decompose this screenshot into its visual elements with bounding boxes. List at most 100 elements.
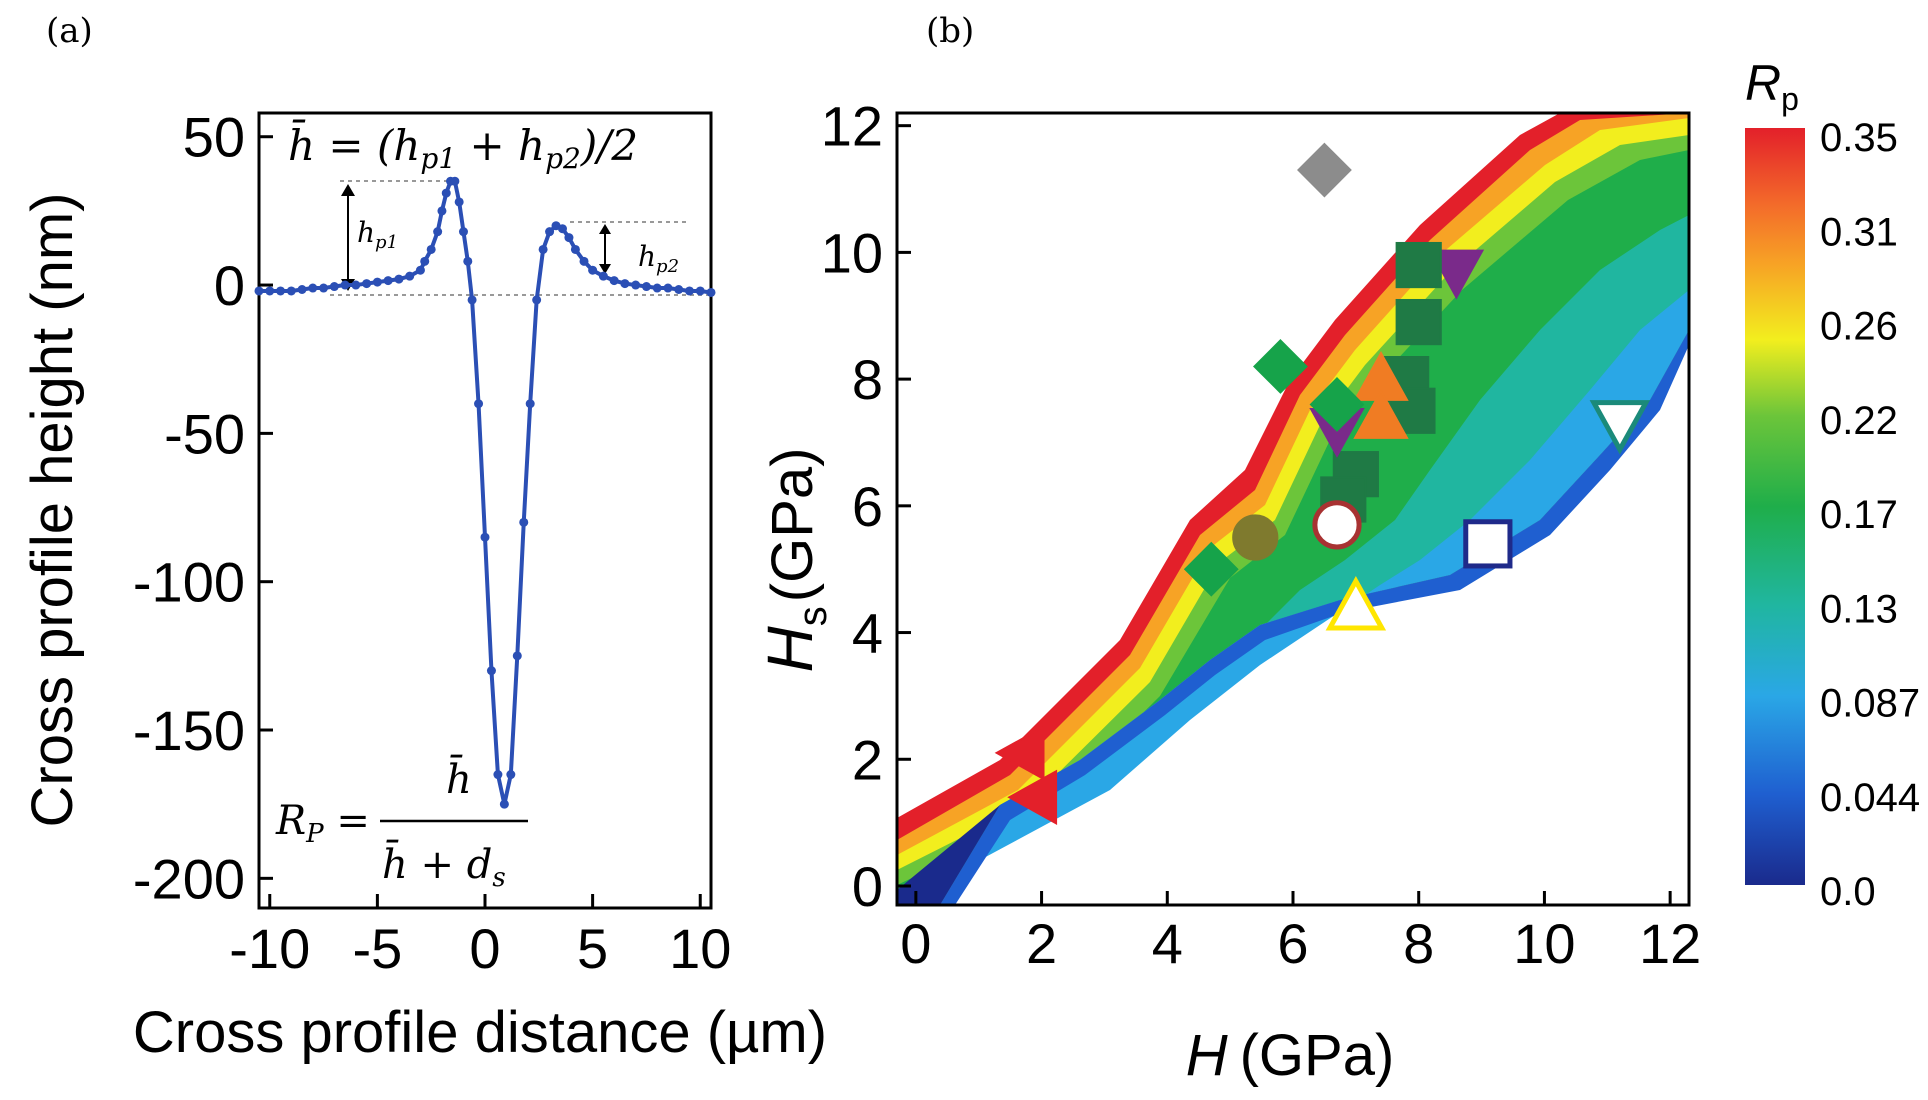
profile-point bbox=[329, 282, 339, 292]
profile-point bbox=[405, 271, 415, 281]
colorbar-tick-label: 0.31 bbox=[1820, 210, 1898, 254]
profile-point bbox=[695, 286, 705, 296]
profile-point bbox=[620, 279, 630, 289]
profile-point bbox=[254, 286, 264, 296]
rp-numerator: h̄ bbox=[446, 754, 472, 803]
profile-point bbox=[674, 285, 684, 295]
y-tick-label-a: -50 bbox=[164, 402, 245, 465]
y-tick-label-b: 2 bbox=[852, 728, 883, 791]
x-tick-label-a: -10 bbox=[229, 917, 310, 980]
marker-triangle-down bbox=[1428, 249, 1485, 300]
panel-b: 0 2 4 6 8 10 12 0 2 4 6 8 10 12 H (GPa) Hs(GPa) Rp 0.3… bbox=[754, 55, 1920, 1088]
marker-triangle-up-open bbox=[1325, 576, 1387, 631]
profile-point bbox=[499, 799, 509, 809]
y-tick-label-a: -200 bbox=[133, 847, 245, 910]
profile-point bbox=[362, 279, 372, 289]
y-tick-label-a: -150 bbox=[133, 699, 245, 762]
hp2-label: hp2 bbox=[638, 240, 679, 277]
profile-point bbox=[532, 295, 542, 305]
profile-point bbox=[480, 532, 490, 542]
profile-point bbox=[463, 256, 473, 266]
x-tick-label-b: 0 bbox=[900, 912, 931, 975]
x-tick-label-b: 6 bbox=[1277, 912, 1308, 975]
marker-triangle-down-open bbox=[1589, 400, 1651, 455]
marker-diamond bbox=[1309, 377, 1365, 432]
profile-point bbox=[706, 287, 716, 297]
profile-point bbox=[308, 283, 318, 293]
heatmap-band-darkblue bbox=[897, 805, 1000, 905]
profile-point bbox=[297, 285, 307, 295]
marker-triangle-up bbox=[1353, 389, 1409, 439]
profile-line bbox=[259, 179, 712, 805]
profile-point bbox=[641, 282, 651, 292]
y-tick-label-b: 12 bbox=[821, 95, 883, 158]
profile-point bbox=[265, 286, 275, 296]
marker-triangle-left bbox=[994, 725, 1045, 781]
profile-point bbox=[426, 244, 436, 254]
marker-diamond bbox=[1297, 142, 1352, 198]
x-tick-label-a: 10 bbox=[669, 917, 731, 980]
heatmap-band-blue bbox=[940, 330, 1689, 905]
profile-point bbox=[458, 227, 468, 237]
profile-point bbox=[512, 651, 522, 661]
profile-point bbox=[437, 206, 447, 216]
colorbar-ticks: 0.35 0.31 0.26 0.22 0.17 0.13 0.087 0.044 0.0 bbox=[1820, 116, 1920, 914]
marker-circle bbox=[1232, 514, 1279, 561]
profile-point bbox=[286, 286, 296, 296]
x-axis-title-a: Cross profile distance (µm) bbox=[133, 1000, 827, 1065]
profile-point bbox=[351, 280, 361, 290]
profile-point bbox=[340, 280, 350, 290]
panel-label-a: (a) bbox=[46, 11, 93, 51]
x-tick-label-b: 8 bbox=[1403, 912, 1434, 975]
y-tick-label-b: 4 bbox=[852, 602, 883, 665]
series-group-a bbox=[254, 176, 716, 809]
annotation-guides-a bbox=[330, 180, 711, 296]
profile-point bbox=[372, 277, 382, 287]
profile-point bbox=[564, 233, 574, 243]
marker-diamond bbox=[1253, 339, 1308, 394]
marker-triangle-left bbox=[1007, 769, 1058, 825]
y-tick-label-b: 8 bbox=[852, 348, 883, 411]
colorbar-tick-label: 0.35 bbox=[1820, 116, 1898, 160]
colorbar-tick-label: 0.13 bbox=[1820, 587, 1898, 631]
heatmap-band-teal bbox=[897, 215, 1689, 905]
profile-point bbox=[486, 666, 496, 676]
y-tick-label-a: 0 bbox=[214, 254, 245, 317]
heatmap-region bbox=[897, 113, 1689, 905]
marker-group-b bbox=[994, 142, 1651, 825]
marker-square bbox=[1395, 298, 1442, 346]
colorbar-tick-label: 0.044 bbox=[1820, 776, 1920, 820]
heatmap-band-green bbox=[897, 150, 1689, 905]
tick-group-b: 0 2 4 6 8 10 12 0 2 4 6 8 10 12 bbox=[821, 95, 1702, 975]
profile-point bbox=[441, 188, 451, 198]
profile-point bbox=[570, 244, 580, 254]
profile-point bbox=[383, 276, 393, 286]
y-axis-title-a: Cross profile height (nm) bbox=[20, 193, 85, 828]
profile-point bbox=[579, 256, 589, 266]
profile-point bbox=[519, 517, 529, 527]
x-tick-label-b: 10 bbox=[1513, 912, 1575, 975]
x-tick-label-a: -5 bbox=[352, 917, 402, 980]
y-tick-label-a: -100 bbox=[133, 551, 245, 614]
profile-point bbox=[319, 283, 329, 293]
y-tick-label-b: 0 bbox=[852, 855, 883, 918]
hbar-formula: h̄ = (hp1 + hp2)/2 bbox=[288, 118, 638, 175]
profile-point bbox=[609, 276, 619, 286]
profile-point bbox=[684, 286, 694, 296]
profile-point bbox=[394, 274, 404, 284]
colorbar-tick-label: 0.0 bbox=[1820, 870, 1876, 914]
profile-point bbox=[433, 227, 443, 237]
rp-formula-lhs: RP = bbox=[275, 798, 370, 849]
profile-point bbox=[588, 265, 598, 275]
hp1-arrowheads bbox=[341, 184, 355, 291]
rp-denominator: h̄ + ds bbox=[382, 839, 506, 893]
profile-point bbox=[631, 280, 641, 290]
profile-point bbox=[525, 399, 535, 409]
profile-point bbox=[545, 227, 555, 237]
profile-point bbox=[598, 271, 608, 281]
hp2-arrowheads bbox=[599, 224, 611, 274]
profile-point bbox=[454, 197, 464, 207]
profile-point bbox=[467, 295, 477, 305]
profile-point bbox=[415, 265, 425, 275]
